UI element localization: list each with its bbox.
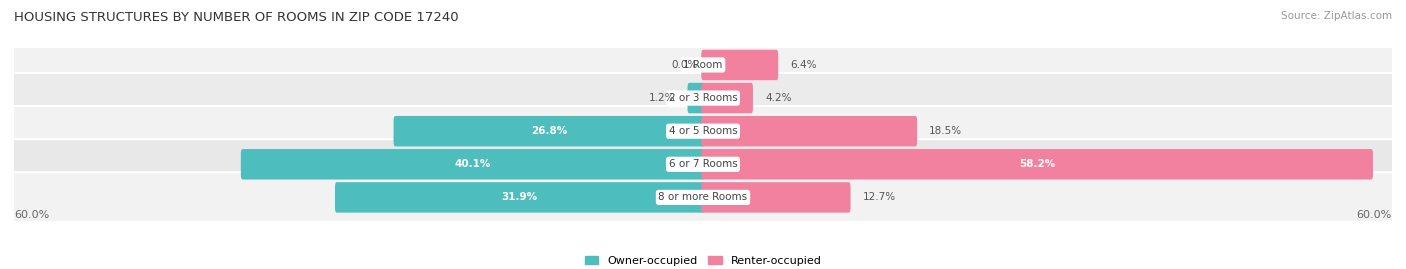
FancyBboxPatch shape — [11, 106, 1395, 156]
Text: 4.2%: 4.2% — [765, 93, 792, 103]
FancyBboxPatch shape — [702, 116, 917, 146]
FancyBboxPatch shape — [11, 172, 1395, 222]
Text: 0.0%: 0.0% — [671, 60, 697, 70]
Text: HOUSING STRUCTURES BY NUMBER OF ROOMS IN ZIP CODE 17240: HOUSING STRUCTURES BY NUMBER OF ROOMS IN… — [14, 11, 458, 24]
Text: 6.4%: 6.4% — [790, 60, 817, 70]
Text: 26.8%: 26.8% — [531, 126, 567, 136]
Text: 1 Room: 1 Room — [683, 60, 723, 70]
FancyBboxPatch shape — [688, 83, 704, 113]
FancyBboxPatch shape — [335, 182, 704, 213]
Text: 40.1%: 40.1% — [454, 159, 491, 169]
Text: 1.2%: 1.2% — [650, 93, 675, 103]
Text: 4 or 5 Rooms: 4 or 5 Rooms — [669, 126, 737, 136]
Text: 8 or more Rooms: 8 or more Rooms — [658, 192, 748, 202]
FancyBboxPatch shape — [11, 40, 1395, 90]
Text: 2 or 3 Rooms: 2 or 3 Rooms — [669, 93, 737, 103]
FancyBboxPatch shape — [702, 149, 1374, 179]
FancyBboxPatch shape — [702, 50, 778, 80]
FancyBboxPatch shape — [394, 116, 704, 146]
FancyBboxPatch shape — [702, 182, 851, 213]
FancyBboxPatch shape — [240, 149, 704, 179]
Text: 31.9%: 31.9% — [502, 192, 538, 202]
FancyBboxPatch shape — [11, 139, 1395, 189]
FancyBboxPatch shape — [11, 73, 1395, 123]
Text: Source: ZipAtlas.com: Source: ZipAtlas.com — [1281, 11, 1392, 21]
Text: 6 or 7 Rooms: 6 or 7 Rooms — [669, 159, 737, 169]
Legend: Owner-occupied, Renter-occupied: Owner-occupied, Renter-occupied — [581, 251, 825, 269]
Text: 60.0%: 60.0% — [1357, 210, 1392, 220]
Text: 12.7%: 12.7% — [863, 192, 896, 202]
Text: 60.0%: 60.0% — [14, 210, 49, 220]
Text: 58.2%: 58.2% — [1019, 159, 1056, 169]
Text: 18.5%: 18.5% — [929, 126, 962, 136]
FancyBboxPatch shape — [702, 83, 754, 113]
